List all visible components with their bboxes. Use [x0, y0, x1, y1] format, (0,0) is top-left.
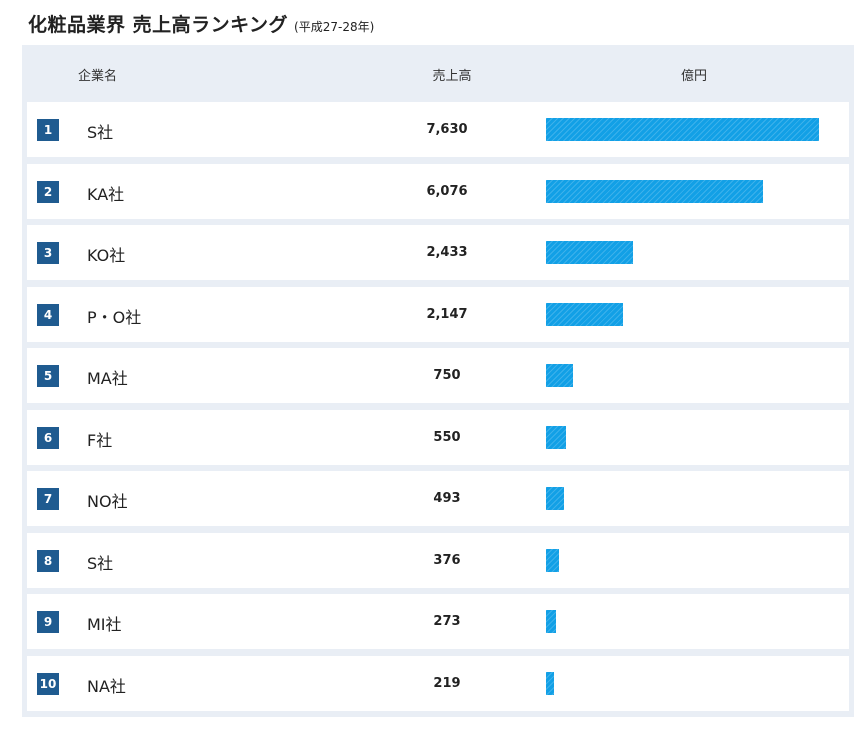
- table-row: 10 NA社 219: [27, 655, 849, 711]
- table-row: 6 F社 550: [27, 409, 849, 465]
- table-row: 5 MA社 750: [27, 348, 849, 403]
- rank-badge: 3: [37, 242, 59, 264]
- header-company: 企業名: [78, 69, 118, 84]
- header-unit: 億円: [680, 69, 708, 84]
- table-row: 3 KO社 2,433: [27, 225, 849, 280]
- company-name: MI社: [87, 615, 122, 634]
- ranking-table: 企業名 売上高 億円 1 S社 7,630 2 KA社 6,076 3 KO社 2,433 4 P・…: [22, 45, 854, 717]
- rank-badge: 10: [37, 672, 59, 695]
- rank-badge: 9: [37, 611, 59, 633]
- sales-value: 273: [433, 614, 461, 629]
- sales-value: 7,630: [426, 122, 468, 137]
- header-sales: 売上高: [432, 69, 472, 84]
- table-row: 4 P・O社 2,147: [27, 286, 849, 342]
- sales-bar: [546, 487, 564, 510]
- company-name: KO社: [87, 246, 126, 265]
- sales-value: 219: [433, 675, 461, 691]
- rank-badge: 7: [37, 488, 59, 510]
- company-name: S社: [87, 123, 114, 142]
- company-name: NO社: [87, 492, 128, 511]
- sales-bar: [546, 118, 819, 141]
- sales-value: 2,433: [426, 245, 468, 260]
- sales-bar: [546, 179, 764, 203]
- sales-bar: [546, 671, 554, 695]
- company-name: NA社: [87, 676, 126, 696]
- company-name: S社: [87, 553, 114, 573]
- company-name: F社: [87, 430, 113, 450]
- chart-title-area: 化粧品業界 売上高ランキング (平成27-28年): [28, 10, 374, 40]
- sales-bar: [546, 241, 634, 264]
- table-row: 8 S社 376: [27, 532, 849, 588]
- rank-badge: 8: [37, 549, 59, 572]
- table-row: 2 KA社 6,076: [27, 163, 849, 219]
- sales-bar: [546, 548, 560, 572]
- sales-value: 376: [433, 552, 461, 568]
- table-row: 1 S社 7,630: [27, 102, 849, 157]
- rank-badge: 6: [37, 426, 59, 449]
- sales-value: 750: [433, 368, 461, 383]
- rank-badge: 1: [37, 119, 59, 141]
- chart-title: 化粧品業界 売上高ランキング: [28, 14, 289, 36]
- rank-badge: 5: [37, 365, 59, 387]
- sales-value: 493: [433, 491, 461, 506]
- sales-value: 6,076: [426, 183, 468, 199]
- sales-bar: [546, 425, 566, 449]
- sales-bar: [546, 610, 556, 633]
- table-row: 9 MI社 273: [27, 594, 849, 649]
- company-name: KA社: [87, 184, 125, 204]
- rank-badge: 2: [37, 180, 59, 203]
- sales-value: 550: [433, 429, 461, 445]
- rank-badge: 4: [37, 303, 59, 326]
- company-name: MA社: [87, 369, 128, 388]
- sales-bar: [546, 302, 623, 326]
- sales-value: 2,147: [426, 306, 468, 322]
- company-name: P・O社: [87, 307, 142, 327]
- sales-bar: [546, 364, 573, 387]
- table-header: 企業名 売上高 億円: [22, 45, 854, 100]
- table-row: 7 NO社 493: [27, 471, 849, 526]
- chart-subtitle: (平成27-28年): [294, 20, 375, 34]
